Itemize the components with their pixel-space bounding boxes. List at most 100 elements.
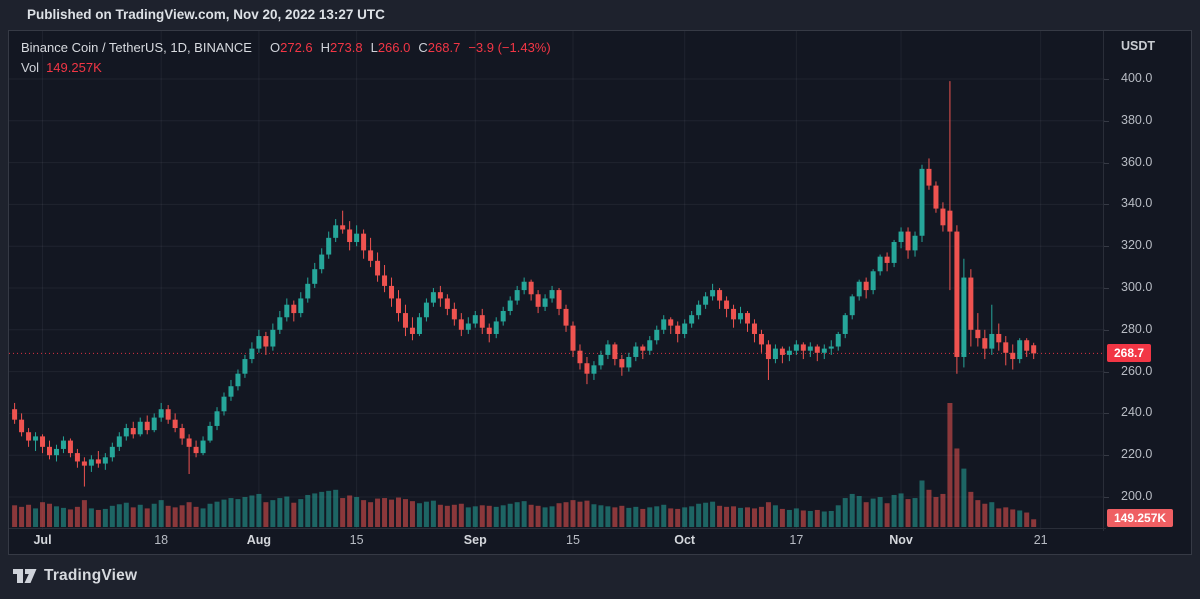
volume-bar xyxy=(53,506,59,527)
candle-body xyxy=(745,313,750,324)
symbol-legend: Binance Coin / TetherUS, 1D, BINANCE O272… xyxy=(21,38,551,78)
published-text: Published on TradingView.com, Nov 20, 20… xyxy=(27,7,385,22)
volume-bar xyxy=(619,505,625,527)
symbol-title[interactable]: Binance Coin / TetherUS, 1D, BINANCE xyxy=(21,40,252,55)
candle-body xyxy=(53,448,59,456)
volume-bar xyxy=(270,500,276,527)
candle-body xyxy=(67,440,73,454)
candle-body xyxy=(305,283,311,299)
volume-bar xyxy=(835,505,841,527)
candle-body xyxy=(640,346,646,351)
candle-body xyxy=(654,329,660,341)
candle-body xyxy=(165,409,171,420)
volume-bar xyxy=(326,490,332,527)
candle-body xyxy=(40,436,46,447)
candle-body xyxy=(130,428,136,435)
volume-bar xyxy=(598,505,604,527)
volume-bar xyxy=(661,504,667,527)
candle-body xyxy=(765,344,771,360)
volume-bar xyxy=(1017,510,1023,527)
candle-body xyxy=(751,323,757,334)
close-label: C xyxy=(418,40,428,55)
volume-bar xyxy=(249,495,255,527)
volume-bar xyxy=(144,508,150,527)
candle-body xyxy=(326,237,332,255)
candle-body xyxy=(109,446,115,458)
volume-bar xyxy=(123,502,129,527)
volume-bar xyxy=(109,505,115,527)
candle-body xyxy=(102,457,108,464)
footer-brand[interactable]: TradingView xyxy=(12,564,137,588)
candle-body xyxy=(738,313,744,320)
volume-bar xyxy=(793,508,799,527)
candle-body xyxy=(821,348,827,353)
candle-body xyxy=(933,185,939,209)
candle-body xyxy=(633,346,639,357)
volume-bar xyxy=(193,506,199,527)
candle-body xyxy=(591,365,597,374)
volume-bar xyxy=(423,501,429,527)
volume-bar xyxy=(486,505,492,527)
candle-body xyxy=(577,350,583,364)
candle-body xyxy=(402,313,408,328)
volume-bar xyxy=(409,501,415,527)
candle-body xyxy=(975,329,981,339)
volume-bar xyxy=(151,503,157,527)
candle-body xyxy=(556,290,562,309)
candle-body xyxy=(689,315,695,324)
volume-bar xyxy=(507,503,513,527)
candle-body xyxy=(500,310,506,322)
volume-bar xyxy=(626,507,632,527)
volume-bar xyxy=(214,501,220,527)
candle-body xyxy=(172,419,178,429)
volume-bar xyxy=(570,500,576,527)
price-tick-label: 280.0 xyxy=(1121,321,1153,336)
volume-bar xyxy=(563,502,569,527)
volume-bar xyxy=(542,507,548,527)
price-axis[interactable]: USDT 268.7 149.257K 400.0 380.0 360.0 340.0… xyxy=(1103,31,1191,531)
candle-body xyxy=(88,459,94,466)
volume-bar xyxy=(437,504,443,527)
volume-bar xyxy=(577,501,583,527)
volume-bar xyxy=(828,510,834,527)
candle-body xyxy=(186,438,192,447)
volume-bar xyxy=(612,507,618,527)
candle-body xyxy=(493,321,499,334)
price-tickmark xyxy=(1104,162,1109,164)
candle-body xyxy=(605,344,611,355)
candle-body xyxy=(263,336,269,347)
candle-body xyxy=(242,359,248,374)
volume-bar xyxy=(74,506,80,527)
volume-bar xyxy=(368,502,374,527)
volume-bar xyxy=(591,504,597,527)
volume-bar xyxy=(940,493,946,527)
candle-body xyxy=(1024,340,1030,351)
volume-bar xyxy=(493,506,499,527)
candle-body xyxy=(954,231,960,357)
time-tick-label: 21 xyxy=(1033,533,1048,547)
candle-body xyxy=(221,396,227,412)
volume-bar xyxy=(814,509,820,527)
time-tick-label: Aug xyxy=(246,533,272,547)
volume-bar xyxy=(277,498,283,527)
candle-body xyxy=(200,440,206,454)
candlestick-chart[interactable] xyxy=(9,31,1191,554)
volume-bar xyxy=(465,507,471,527)
time-axis[interactable]: Jul 18 Aug 15 Sep 15 Oct 17 Nov 21 xyxy=(9,528,1106,554)
volume-bar xyxy=(284,496,290,527)
candle-body xyxy=(228,386,234,397)
volume-bar xyxy=(849,493,855,527)
volume-bar xyxy=(605,506,611,527)
candle-body xyxy=(95,459,101,464)
volume-bar xyxy=(772,505,778,527)
volume-bar xyxy=(633,506,639,527)
volume-bar xyxy=(535,505,541,527)
price-tick-label: 200.0 xyxy=(1121,489,1153,503)
candle-body xyxy=(451,308,457,320)
candle-body xyxy=(158,409,164,418)
volume-bar xyxy=(842,498,848,527)
candle-body xyxy=(444,298,450,309)
volume-bar xyxy=(975,500,981,527)
candle-body xyxy=(989,333,995,349)
volume-bar xyxy=(67,509,73,527)
